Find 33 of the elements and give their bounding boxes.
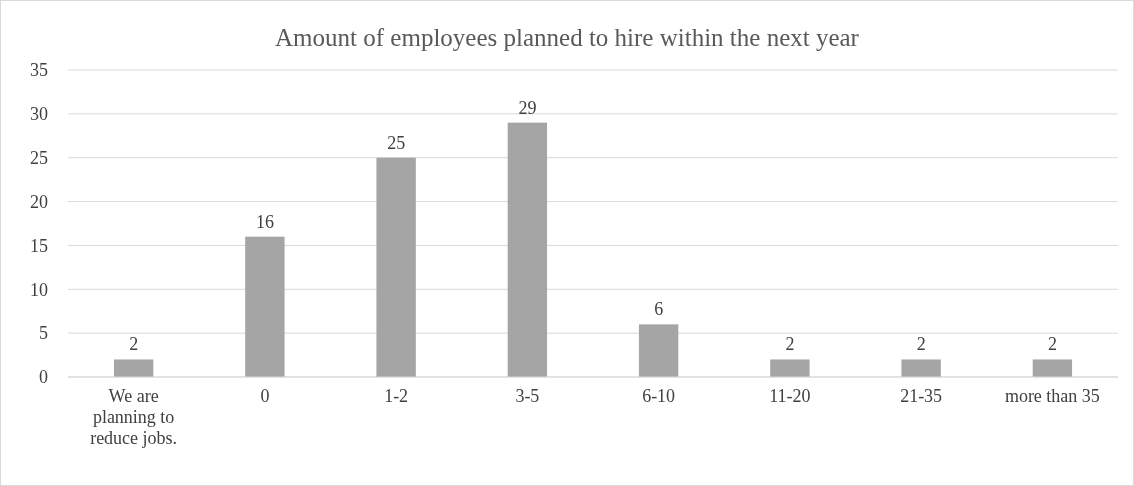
bar: [376, 157, 416, 377]
data-label: 6: [654, 299, 664, 320]
x-tick-label: 11-20: [769, 386, 811, 406]
data-label: 29: [518, 97, 537, 118]
x-tick-label: 0: [260, 386, 270, 406]
data-label: 25: [387, 132, 406, 153]
y-tick-label: 30: [30, 104, 48, 125]
y-tick-label: 15: [30, 235, 48, 256]
x-tick-label: 1-2: [384, 386, 409, 406]
data-label: 16: [255, 211, 274, 232]
bar: [245, 236, 285, 377]
y-tick-label: 35: [30, 60, 48, 81]
y-tick-label: 5: [39, 323, 48, 344]
x-tick-label: We are planning to reduce jobs.: [90, 386, 178, 448]
x-tick-label: more than 35: [1004, 386, 1100, 406]
x-tick-label: 6-10: [642, 386, 676, 406]
data-label: 2: [1047, 334, 1057, 355]
y-tick-label: 20: [30, 191, 48, 212]
data-label: 2: [916, 334, 926, 355]
bar: [113, 359, 154, 377]
bar: [1032, 359, 1073, 377]
y-tick-label: 0: [39, 367, 48, 388]
bar: [507, 122, 548, 377]
x-tick-label: 21-35: [900, 386, 943, 406]
x-tick-label: 3-5: [515, 386, 540, 406]
bar: [901, 359, 941, 377]
bar: [770, 359, 810, 377]
y-tick-label: 10: [30, 279, 48, 300]
data-label: 2: [129, 334, 139, 355]
chart-title: Amount of employees planned to hire within the next year: [275, 24, 860, 51]
bar: [638, 324, 679, 377]
y-tick-label: 25: [30, 148, 48, 169]
data-label: 2: [785, 334, 795, 355]
